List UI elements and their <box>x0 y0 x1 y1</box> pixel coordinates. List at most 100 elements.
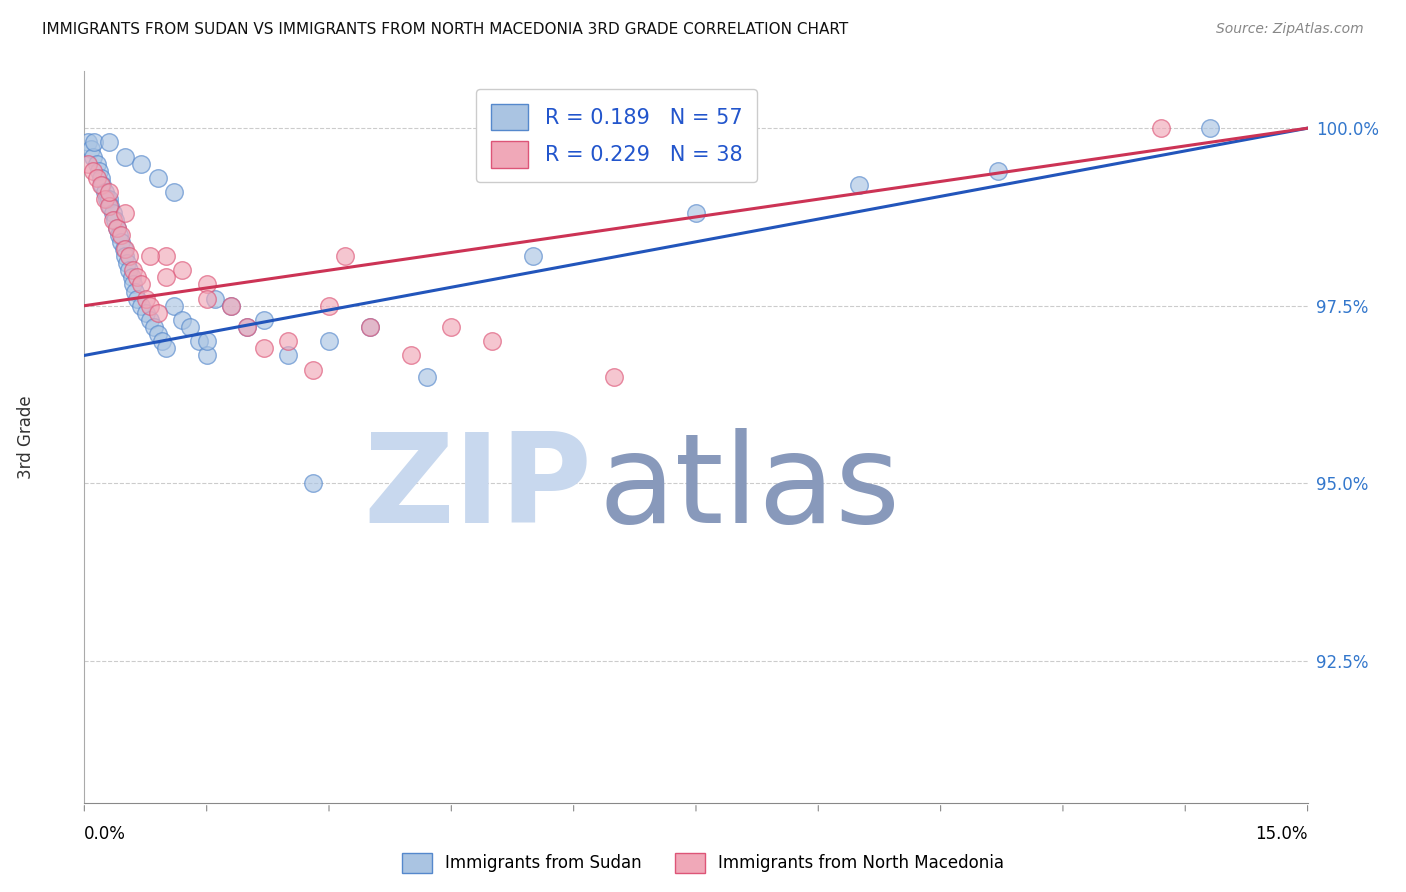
Point <box>163 185 186 199</box>
Point <box>97 136 120 150</box>
Point <box>172 313 194 327</box>
Point <box>204 292 226 306</box>
Point <box>219 299 242 313</box>
Point <box>97 192 120 206</box>
Point <box>318 299 340 313</box>
Point <box>277 334 299 349</box>
Point <box>101 213 124 227</box>
Text: ZIP: ZIP <box>363 428 592 549</box>
Point <box>301 476 323 491</box>
Point <box>97 199 120 213</box>
Point <box>146 327 169 342</box>
Point <box>848 178 870 192</box>
Point <box>481 334 503 349</box>
Point <box>104 213 127 227</box>
Point <box>107 227 129 242</box>
Point <box>91 178 114 192</box>
Point <box>253 313 276 327</box>
Point <box>105 220 128 235</box>
Point <box>77 136 100 150</box>
Point <box>127 270 149 285</box>
Point <box>114 242 136 256</box>
Text: 3rd Grade: 3rd Grade <box>17 395 35 479</box>
Legend: Immigrants from Sudan, Immigrants from North Macedonia: Immigrants from Sudan, Immigrants from N… <box>395 847 1011 880</box>
Point <box>187 334 209 349</box>
Point <box>118 263 141 277</box>
Point <box>150 334 173 349</box>
Point <box>80 143 103 157</box>
Legend: R = 0.189   N = 57, R = 0.229   N = 38: R = 0.189 N = 57, R = 0.229 N = 38 <box>477 89 756 182</box>
Point <box>118 249 141 263</box>
Point <box>82 163 104 178</box>
Point <box>301 362 323 376</box>
Text: 0.0%: 0.0% <box>84 825 127 843</box>
Point <box>987 163 1010 178</box>
Point <box>97 185 120 199</box>
Text: 15.0%: 15.0% <box>1256 825 1308 843</box>
Point <box>131 299 153 313</box>
Point <box>359 320 381 334</box>
Point <box>399 348 422 362</box>
Point <box>105 220 128 235</box>
Point <box>82 150 104 164</box>
Point <box>359 320 381 334</box>
Point <box>146 170 169 185</box>
Point <box>77 156 100 170</box>
Point <box>318 334 340 349</box>
Point <box>522 249 544 263</box>
Point <box>93 185 115 199</box>
Point <box>142 320 165 334</box>
Text: atlas: atlas <box>598 428 900 549</box>
Point <box>138 299 160 313</box>
Point <box>131 277 153 292</box>
Point <box>124 285 146 299</box>
Point <box>90 170 112 185</box>
Point <box>135 292 157 306</box>
Point <box>127 292 149 306</box>
Point <box>114 150 136 164</box>
Point <box>90 178 112 192</box>
Point <box>115 256 138 270</box>
Point <box>195 292 218 306</box>
Point <box>195 334 218 349</box>
Point <box>416 369 439 384</box>
Point <box>440 320 463 334</box>
Point <box>96 192 118 206</box>
Point <box>335 249 357 263</box>
Point <box>685 206 707 220</box>
Point <box>87 163 110 178</box>
Point <box>86 170 108 185</box>
Point <box>146 306 169 320</box>
Point <box>93 192 115 206</box>
Point <box>1150 121 1173 136</box>
Text: IMMIGRANTS FROM SUDAN VS IMMIGRANTS FROM NORTH MACEDONIA 3RD GRADE CORRELATION C: IMMIGRANTS FROM SUDAN VS IMMIGRANTS FROM… <box>42 22 848 37</box>
Point <box>121 270 143 285</box>
Point <box>122 277 145 292</box>
Point <box>155 249 177 263</box>
Point <box>195 277 218 292</box>
Point <box>110 235 132 249</box>
Point <box>138 313 160 327</box>
Point <box>112 242 135 256</box>
Point <box>114 249 136 263</box>
Point <box>179 320 201 334</box>
Point <box>195 348 218 362</box>
Point <box>131 156 153 170</box>
Point <box>135 306 157 320</box>
Point <box>86 156 108 170</box>
Point <box>172 263 194 277</box>
Point <box>101 206 124 220</box>
Point <box>277 348 299 362</box>
Point <box>155 341 177 355</box>
Point <box>163 299 186 313</box>
Point <box>83 136 105 150</box>
Point <box>236 320 259 334</box>
Point <box>253 341 276 355</box>
Point <box>155 270 177 285</box>
Point <box>138 249 160 263</box>
Point <box>114 206 136 220</box>
Point <box>100 199 122 213</box>
Point <box>122 263 145 277</box>
Text: Source: ZipAtlas.com: Source: ZipAtlas.com <box>1216 22 1364 37</box>
Point <box>110 227 132 242</box>
